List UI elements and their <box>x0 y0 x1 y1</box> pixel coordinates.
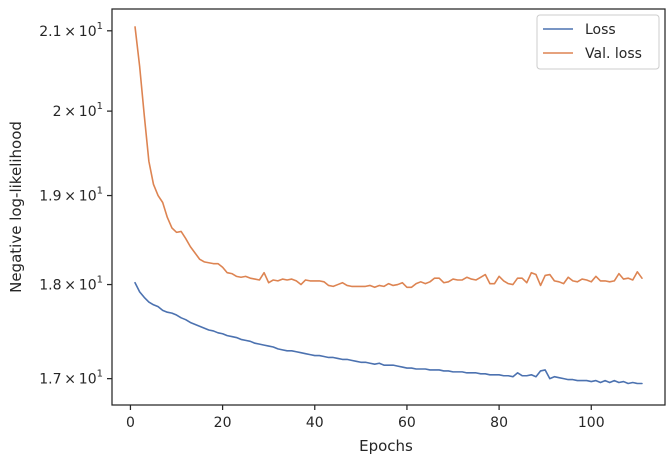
legend-label: Loss <box>585 22 616 38</box>
x-tick-label: 60 <box>398 415 416 431</box>
plot-frame <box>111 8 666 406</box>
x-tick-label: 20 <box>214 415 232 431</box>
x-tick-label: 40 <box>306 415 324 431</box>
y-tick-label: 2 × 101 <box>53 101 103 120</box>
y-tick-label: 1.7 × 101 <box>39 369 103 388</box>
x-tick-label: 80 <box>490 415 508 431</box>
legend-label: Val. loss <box>585 46 642 62</box>
series-line-loss <box>134 281 643 385</box>
y-axis-title: Negative log-likelihood <box>7 121 25 293</box>
y-tick-label: 2.1 × 101 <box>39 21 103 40</box>
x-tick-label: 0 <box>126 415 135 431</box>
legend: Loss Val. loss <box>536 14 660 70</box>
y-tick-label: 1.9 × 101 <box>39 186 103 205</box>
x-tick-label: 100 <box>578 415 605 431</box>
series-line-val-loss <box>134 26 643 289</box>
x-axis-title: Epochs <box>359 437 413 455</box>
axes-layer: 0 20 40 60 80 100 1.7 × 101 1.8 × 101 1.9 × 101 2… <box>39 21 604 431</box>
y-tick-label: 1.8 × 101 <box>39 275 103 294</box>
series-layer <box>134 26 643 385</box>
